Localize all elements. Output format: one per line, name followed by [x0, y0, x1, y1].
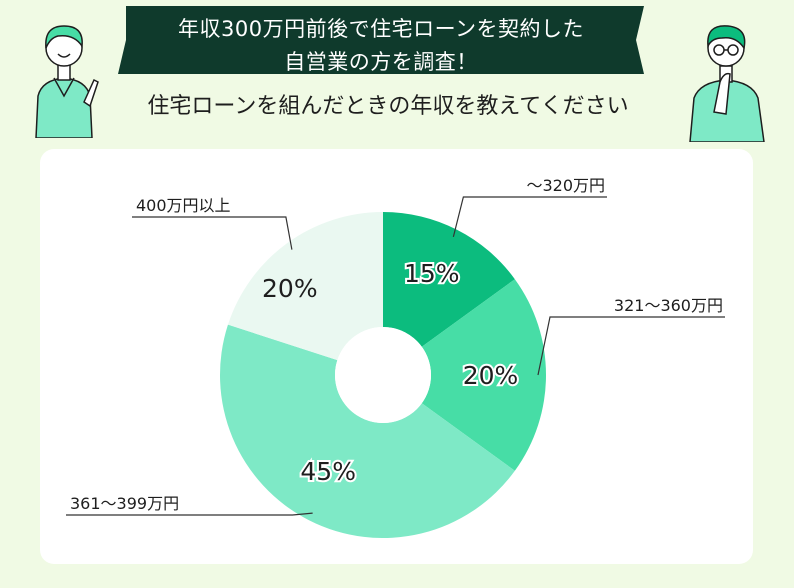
category-label-1: ～320万円: [526, 176, 605, 195]
leader-line-3: [66, 512, 313, 516]
banner-background: [118, 6, 644, 74]
leader-line-2: [537, 316, 725, 376]
banner-title-line-1: 年収300万円前後で住宅ローンを契約した: [177, 17, 585, 41]
pie-slice-3: [220, 324, 515, 538]
survey-question: 住宅ローンを組んだときの年収を教えてください: [147, 94, 629, 119]
category-label-2: 321～360万円: [614, 296, 723, 315]
category-label-4: 400万円以上: [136, 196, 231, 215]
slice-value-label-1: 15%: [404, 259, 460, 288]
leader-line-1: [452, 196, 607, 238]
banner-title-line-2: 自営業の方を調査！: [284, 50, 478, 74]
chart-card: 15% ～320万円 20% 321～360万円 45% 361～399万円 20% 400万…: [40, 149, 753, 564]
leader-line-4: [132, 216, 293, 250]
slice-value-label-4: 20%: [262, 274, 318, 303]
pie-slice-4: [227, 212, 383, 361]
category-label-3: 361～399万円: [70, 494, 179, 513]
thinking-man-illustration: [689, 25, 765, 142]
pie-slice-1: [383, 212, 515, 347]
slice-value-label-2: 20%: [463, 361, 519, 390]
slice-value-label-3: 45%: [300, 457, 356, 486]
donut-hole: [335, 327, 431, 423]
pie-slice-2: [421, 279, 546, 471]
title-banner: 年収300万円前後で住宅ローンを契約した 自営業の方を調査！: [118, 6, 644, 74]
donut-chart: 15% ～320万円 20% 321～360万円 45% 361～399万円 20% 400万…: [66, 176, 725, 538]
pointing-woman-illustration: [35, 25, 99, 138]
